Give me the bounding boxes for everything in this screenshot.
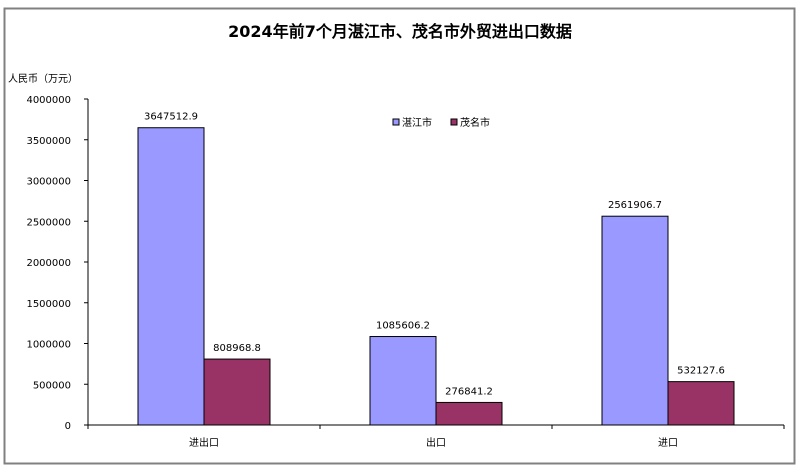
- chart-title: 2024年前7个月湛江市、茂名市外贸进出口数据: [228, 22, 572, 41]
- legend-swatch: [450, 118, 458, 126]
- data-label: 532127.6: [677, 366, 725, 377]
- bar-湛江市: [137, 127, 205, 426]
- y-tick-label: 1000000: [26, 340, 71, 351]
- y-tick-label: 0: [65, 421, 71, 432]
- data-label: 1085606.2: [376, 321, 430, 332]
- bar-湛江市: [601, 215, 669, 426]
- bar-湛江市: [369, 336, 437, 426]
- y-tick-label: 3500000: [26, 136, 71, 147]
- data-label: 2561906.7: [608, 200, 662, 211]
- x-tick-label: 进出口: [189, 436, 219, 449]
- y-tick-label: 2000000: [26, 258, 71, 269]
- y-tick-label: 2500000: [26, 217, 71, 228]
- data-label: 276841.2: [445, 386, 493, 397]
- data-label: 808968.8: [213, 343, 261, 354]
- y-tick-label: 4000000: [26, 95, 71, 106]
- legend-label: 湛江市: [402, 116, 432, 129]
- legend-swatch: [392, 118, 400, 126]
- bar-茂名市: [203, 358, 271, 426]
- x-tick-label: 进口: [658, 437, 678, 449]
- y-axis-label: 人民币（万元）: [8, 73, 78, 85]
- y-tick-label: 500000: [33, 380, 71, 391]
- y-tick-label: 3000000: [26, 177, 71, 188]
- y-tick-label: 1500000: [26, 299, 71, 310]
- x-tick-label: 出口: [426, 436, 446, 449]
- legend-label: 茂名市: [460, 116, 490, 129]
- bar-茂名市: [435, 401, 503, 426]
- data-label: 3647512.9: [144, 112, 198, 123]
- bar-茂名市: [667, 381, 735, 426]
